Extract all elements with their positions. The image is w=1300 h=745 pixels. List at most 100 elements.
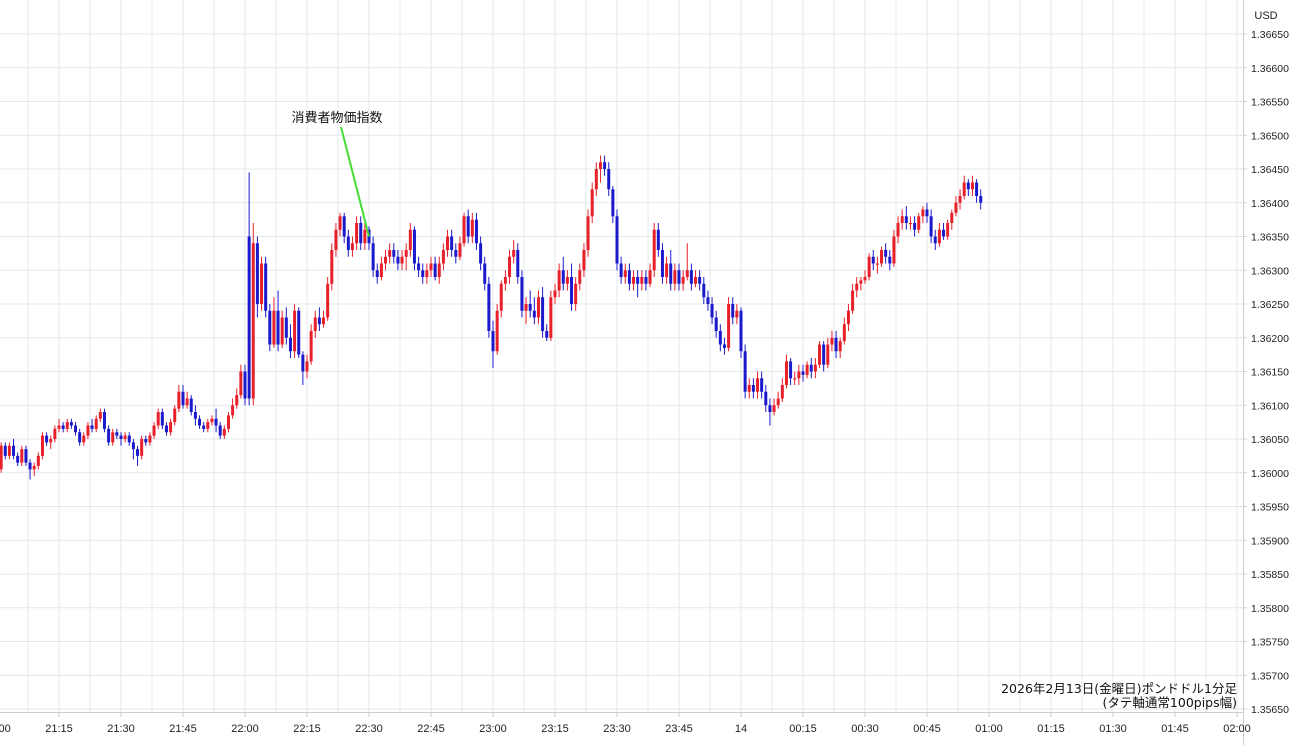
candle-body: [946, 223, 950, 237]
time-tick-label: 23:00: [479, 723, 507, 735]
candle-body: [884, 250, 888, 257]
candle: [94, 415, 98, 433]
candle-body: [623, 270, 627, 277]
candle: [689, 263, 693, 291]
candle-body: [280, 317, 284, 345]
candle: [714, 310, 718, 338]
candle-body: [412, 229, 416, 264]
candle-body: [855, 283, 859, 291]
candle: [429, 256, 433, 277]
candle-body: [400, 256, 404, 264]
candle-body: [520, 277, 524, 311]
candle-body: [16, 455, 20, 463]
time-tick-label: 01:45: [1161, 723, 1189, 735]
candle: [152, 422, 156, 439]
time-tick-label: 02:00: [1223, 723, 1251, 735]
candle: [884, 243, 888, 264]
candle-body: [503, 277, 507, 284]
candle: [417, 256, 421, 277]
candle-body: [53, 428, 57, 439]
candle: [330, 243, 334, 291]
candle: [355, 216, 359, 250]
candle: [119, 432, 123, 446]
price-tick-label: 1.36450: [1251, 164, 1289, 176]
candle: [764, 385, 768, 412]
candle: [454, 243, 458, 264]
candle-body: [334, 229, 338, 250]
candle-body: [822, 344, 826, 365]
candle: [400, 250, 404, 271]
candle-body: [743, 351, 747, 392]
candle: [896, 216, 900, 244]
candle-body: [115, 432, 119, 436]
candle: [743, 344, 747, 399]
candle: [474, 212, 478, 250]
candle: [264, 256, 268, 318]
candle-body: [706, 297, 710, 304]
candle-body: [49, 439, 53, 443]
candle-body: [98, 412, 102, 419]
candle: [222, 425, 226, 439]
candle: [462, 212, 466, 247]
candle: [322, 310, 326, 328]
candle-body: [487, 283, 491, 331]
candle-body: [322, 317, 326, 325]
price-tick-label: 1.36050: [1251, 434, 1289, 446]
candle: [148, 432, 152, 446]
candle: [408, 223, 412, 257]
candle-body: [235, 395, 239, 406]
candle-body: [818, 344, 822, 365]
candle-body: [260, 263, 264, 304]
candle-body: [0, 445, 3, 470]
price-tick-label: 1.35800: [1251, 603, 1289, 615]
candle: [288, 324, 292, 358]
candle-body: [508, 256, 512, 277]
candle: [710, 297, 714, 325]
candle: [838, 337, 842, 358]
price-axis: 1.36650 1.36600 1.36550 1.36500 1.36450 1.364…: [1243, 29, 1289, 716]
candle-body: [276, 310, 280, 345]
candle: [421, 263, 425, 284]
candle: [272, 297, 276, 348]
candle-body: [966, 182, 970, 190]
candle: [904, 206, 908, 230]
candle: [524, 297, 528, 325]
candle-body: [350, 243, 354, 250]
candle: [590, 182, 594, 223]
currency-label: USD: [1254, 10, 1277, 22]
candle: [392, 243, 396, 264]
candle: [127, 432, 131, 446]
candle: [45, 432, 49, 446]
candle: [545, 324, 549, 342]
candle-body: [636, 277, 640, 284]
candle-body: [396, 256, 400, 264]
candle-body: [446, 236, 450, 250]
candle-body: [656, 229, 660, 250]
price-tick-label: 1.36200: [1251, 333, 1289, 345]
candle: [830, 331, 834, 352]
candle: [305, 354, 309, 379]
candle-body: [545, 331, 549, 338]
candle: [846, 304, 850, 331]
time-tick-label: 22:45: [417, 723, 445, 735]
price-tick-label: 1.35950: [1251, 502, 1289, 514]
candle-body: [756, 378, 760, 392]
candle-body: [173, 408, 177, 423]
candle-body: [272, 310, 276, 345]
candle-body: [371, 243, 375, 271]
time-tick-label: 22:15: [293, 723, 321, 735]
candle-body: [214, 418, 218, 426]
candle-body: [739, 310, 743, 352]
candle-body: [735, 310, 739, 318]
time-tick-label: 23:15: [541, 723, 569, 735]
candle: [297, 307, 301, 358]
candle-body: [904, 216, 908, 223]
candle-body: [309, 331, 313, 362]
candle: [107, 425, 111, 446]
candle: [813, 358, 817, 379]
candle-body: [532, 310, 536, 318]
candle: [826, 337, 830, 369]
candle-body: [404, 250, 408, 257]
candle-body: [834, 337, 838, 352]
